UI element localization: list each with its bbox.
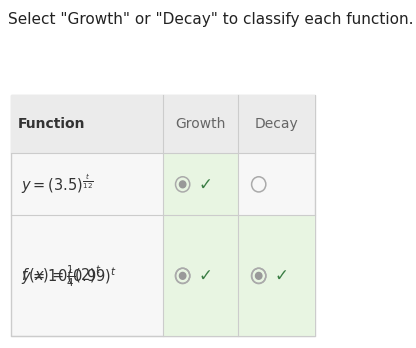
Circle shape — [179, 272, 186, 279]
Text: ✓: ✓ — [275, 267, 288, 285]
Text: Function: Function — [17, 117, 85, 131]
Text: $y = (3.5)^{\frac{t}{12}}$: $y = (3.5)^{\frac{t}{12}}$ — [21, 172, 94, 196]
Text: Select "Growth" or "Decay" to classify each function.: Select "Growth" or "Decay" to classify e… — [8, 12, 414, 27]
Text: $f\,(x) = \frac{1}{4}(2)^t$: $f\,(x) = \frac{1}{4}(2)^t$ — [21, 263, 102, 288]
Text: ✓: ✓ — [198, 267, 212, 285]
Text: $y = 10(0.99)^t$: $y = 10(0.99)^t$ — [21, 265, 117, 287]
FancyBboxPatch shape — [163, 215, 238, 336]
Text: Decay: Decay — [255, 117, 298, 131]
Circle shape — [179, 181, 186, 188]
Text: Growth: Growth — [175, 117, 225, 131]
FancyBboxPatch shape — [238, 215, 315, 336]
Text: ✓: ✓ — [198, 175, 212, 193]
FancyBboxPatch shape — [11, 95, 315, 336]
FancyBboxPatch shape — [163, 153, 238, 215]
FancyBboxPatch shape — [11, 95, 315, 153]
Circle shape — [255, 272, 262, 279]
